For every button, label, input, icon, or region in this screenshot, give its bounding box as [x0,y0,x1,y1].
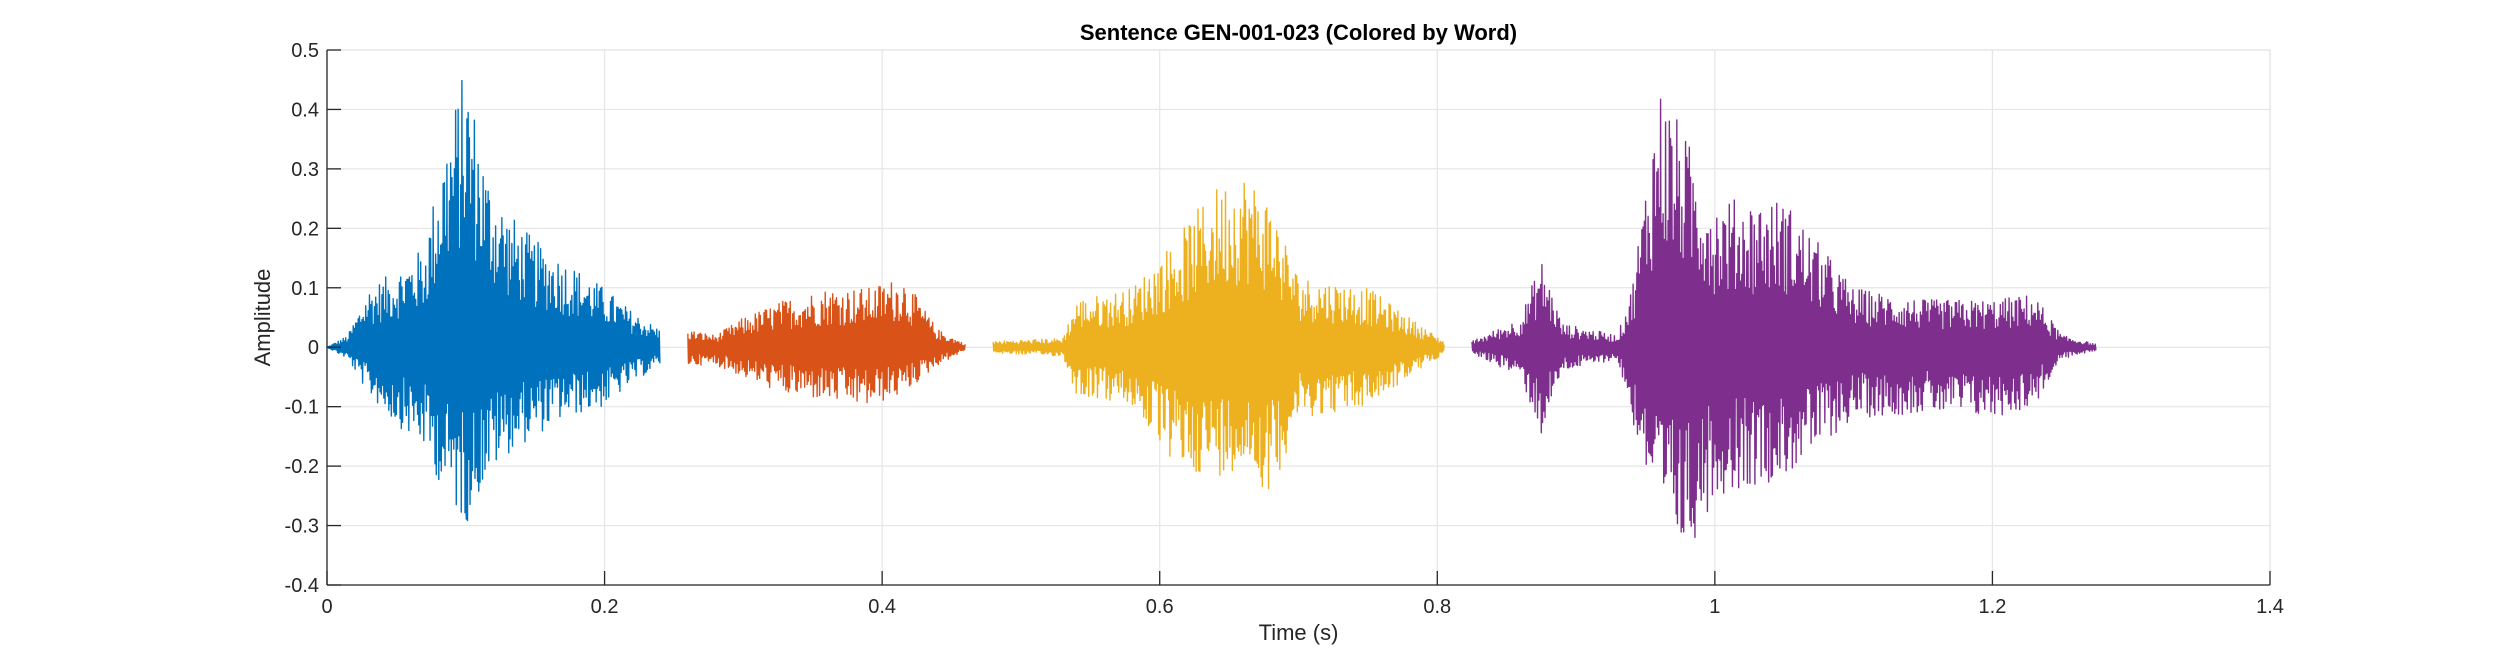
y-ticks: -0.4 -0.3 -0.2 -0.1 0 0.1 0.2 0.3 0.4 0.5 [285,40,341,597]
y-tick-label: -0.3 [285,516,319,538]
x-tick-label: 0.2 [591,596,619,618]
y-tick-label: 0 [308,337,319,359]
x-tick-label: 0.4 [868,596,896,618]
x-tick-label: 1 [1709,596,1720,618]
y-tick-label: 0.5 [291,40,319,62]
y-tick-label: 0.1 [291,278,319,300]
waveform-word-1 [326,79,661,522]
x-tick-label: 1.4 [2256,596,2284,618]
waveform-series [326,79,2097,539]
x-tick-label: 0.8 [1423,596,1451,618]
waveform-word-4 [1471,98,2097,539]
chart-title: Sentence GEN-001-023 (Colored by Word) [1080,20,1517,45]
y-tick-label: 0.2 [291,218,319,240]
y-tick-label: -0.1 [285,397,319,419]
y-tick-label: 0.3 [291,159,319,181]
y-tick-label: -0.2 [285,456,319,478]
x-tick-label: 0 [321,596,332,618]
waveform-word-2 [687,282,966,404]
x-axis-label: Time (s) [1259,620,1339,645]
waveform-word-3 [992,182,1445,490]
x-tick-label: 0.6 [1146,596,1174,618]
y-tick-label: -0.4 [285,575,319,597]
x-ticks: 0 0.2 0.4 0.6 0.8 1 1.2 1.4 [321,571,2284,618]
x-tick-label: 1.2 [1979,596,2007,618]
y-axis-label: Amplitude [250,269,275,367]
y-tick-label: 0.4 [291,99,319,121]
axes [326,50,2270,586]
